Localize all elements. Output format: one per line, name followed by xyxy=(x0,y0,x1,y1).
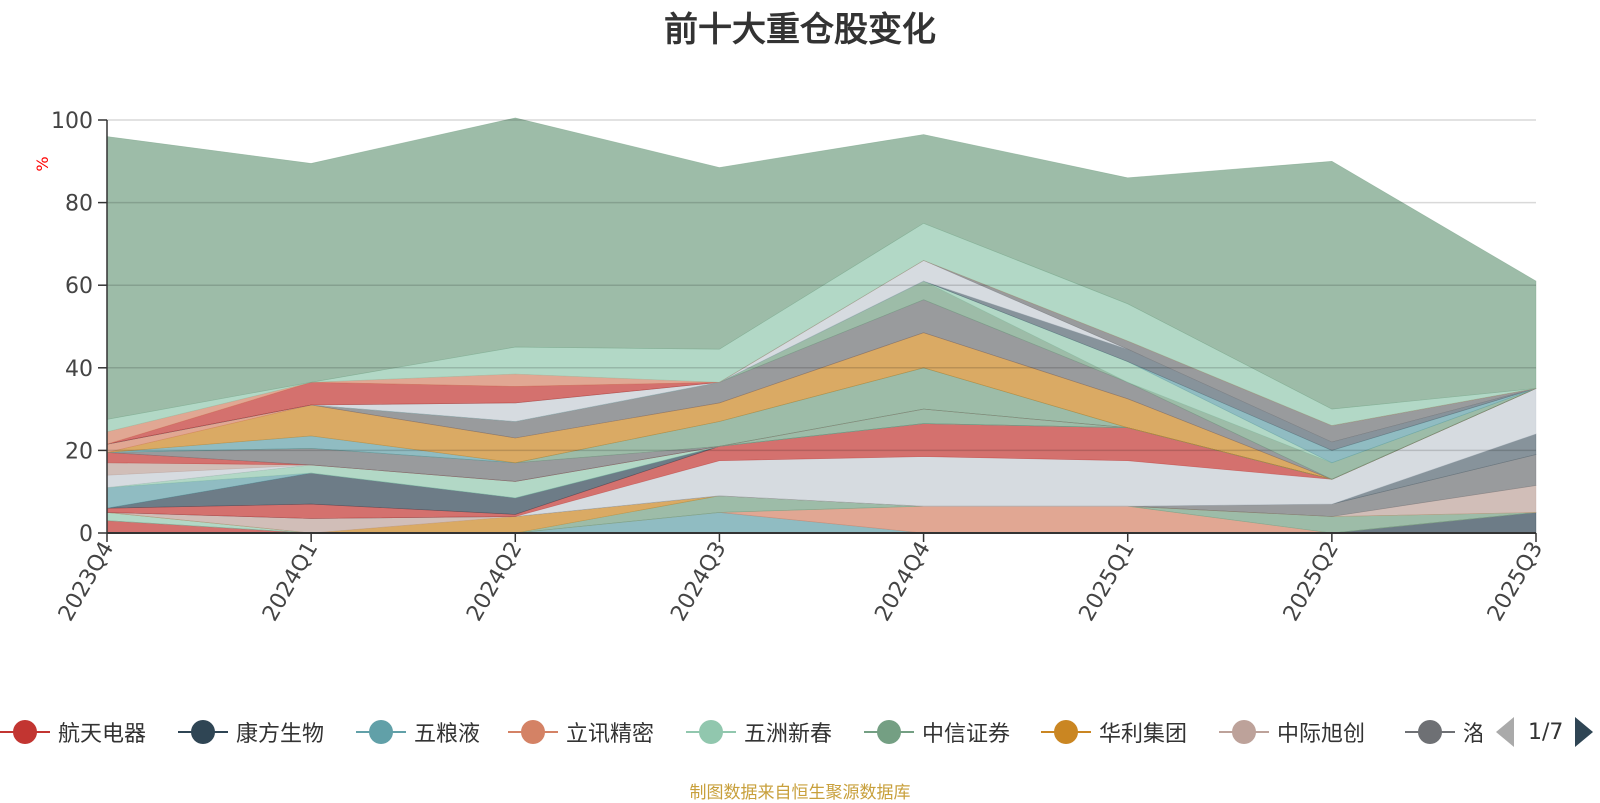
data-source-note: 制图数据来自恒生聚源数据库 xyxy=(689,783,911,803)
legend-item-6[interactable]: 华利集团 xyxy=(1041,712,1187,752)
legend-item-0[interactable]: 航天电器 xyxy=(0,712,146,752)
legend-label: 康方生物 xyxy=(236,722,325,747)
legend-item-7[interactable]: 中际旭创 xyxy=(1219,712,1365,752)
y-tick-label-5: 100 xyxy=(51,109,93,134)
area-series-34[interactable] xyxy=(106,117,1537,420)
y-tick-label-2: 40 xyxy=(65,357,93,382)
x-tick-label-0: 2023Q4 xyxy=(54,538,119,626)
legend-item-1[interactable]: 康方生物 xyxy=(178,712,324,752)
legend-label: 五粮液 xyxy=(414,722,481,747)
x-tick-label-7: 2025Q3 xyxy=(1483,538,1548,626)
legend-item-3[interactable]: 立讯精密 xyxy=(508,712,654,752)
y-tick-label-0: 0 xyxy=(79,522,93,547)
legend-prev-page-icon[interactable] xyxy=(1496,717,1514,747)
legend-item-5[interactable]: 中信证券 xyxy=(864,712,1010,752)
x-tick-label-1: 2024Q1 xyxy=(258,538,323,626)
y-tick-label-3: 60 xyxy=(65,274,93,299)
legend-next-page-icon[interactable] xyxy=(1575,717,1594,747)
chart-title: 前十大重仓股变化 xyxy=(664,10,936,50)
y-tick-label-1: 20 xyxy=(65,439,93,464)
legend-label: 中信证券 xyxy=(922,722,1011,747)
legend-marker-icon xyxy=(1041,717,1091,747)
legend-marker-icon xyxy=(0,717,50,747)
legend: 航天电器 康方生物 五粮液 立讯精密 五洲新春 中信证券 华利集团 中际旭创 洛阳钼业 1/7 xyxy=(0,712,1600,752)
legend-label: 航天电器 xyxy=(58,722,147,747)
legend-pager: 1/7 xyxy=(1496,712,1594,752)
y-axis-unit-label: % xyxy=(33,156,52,171)
x-tick-label-3: 2024Q3 xyxy=(666,538,731,626)
legend-label: 五洲新春 xyxy=(744,722,833,747)
legend-items-viewport: 航天电器 康方生物 五粮液 立讯精密 五洲新春 中信证券 华利集团 中际旭创 洛阳钼业 xyxy=(0,712,1482,752)
legend-label: 华利集团 xyxy=(1099,722,1188,747)
x-tick-label-6: 2025Q2 xyxy=(1279,538,1344,626)
legend-marker-icon xyxy=(686,717,736,747)
legend-marker-icon xyxy=(1405,717,1455,747)
legend-label: 洛阳钼业 xyxy=(1463,722,1482,747)
legend-marker-icon xyxy=(508,717,558,747)
legend-item-4[interactable]: 五洲新春 xyxy=(686,712,832,752)
legend-label: 立讯精密 xyxy=(566,722,655,747)
legend-marker-icon xyxy=(1219,717,1269,747)
areas-layer xyxy=(106,117,1537,534)
legend-marker-icon xyxy=(864,717,914,747)
x-tick-label-4: 2024Q4 xyxy=(870,538,935,626)
x-tick-label-2: 2024Q2 xyxy=(462,538,527,626)
legend-marker-icon xyxy=(178,717,228,747)
legend-label: 中际旭创 xyxy=(1277,722,1366,747)
x-tick-label-5: 2025Q1 xyxy=(1075,538,1140,626)
legend-item-2[interactable]: 五粮液 xyxy=(356,712,480,752)
y-tick-label-4: 80 xyxy=(65,192,93,217)
legend-page-indicator: 1/7 xyxy=(1528,719,1564,745)
legend-item-8[interactable]: 洛阳钼业 xyxy=(1405,712,1482,752)
legend-marker-icon xyxy=(356,717,406,747)
